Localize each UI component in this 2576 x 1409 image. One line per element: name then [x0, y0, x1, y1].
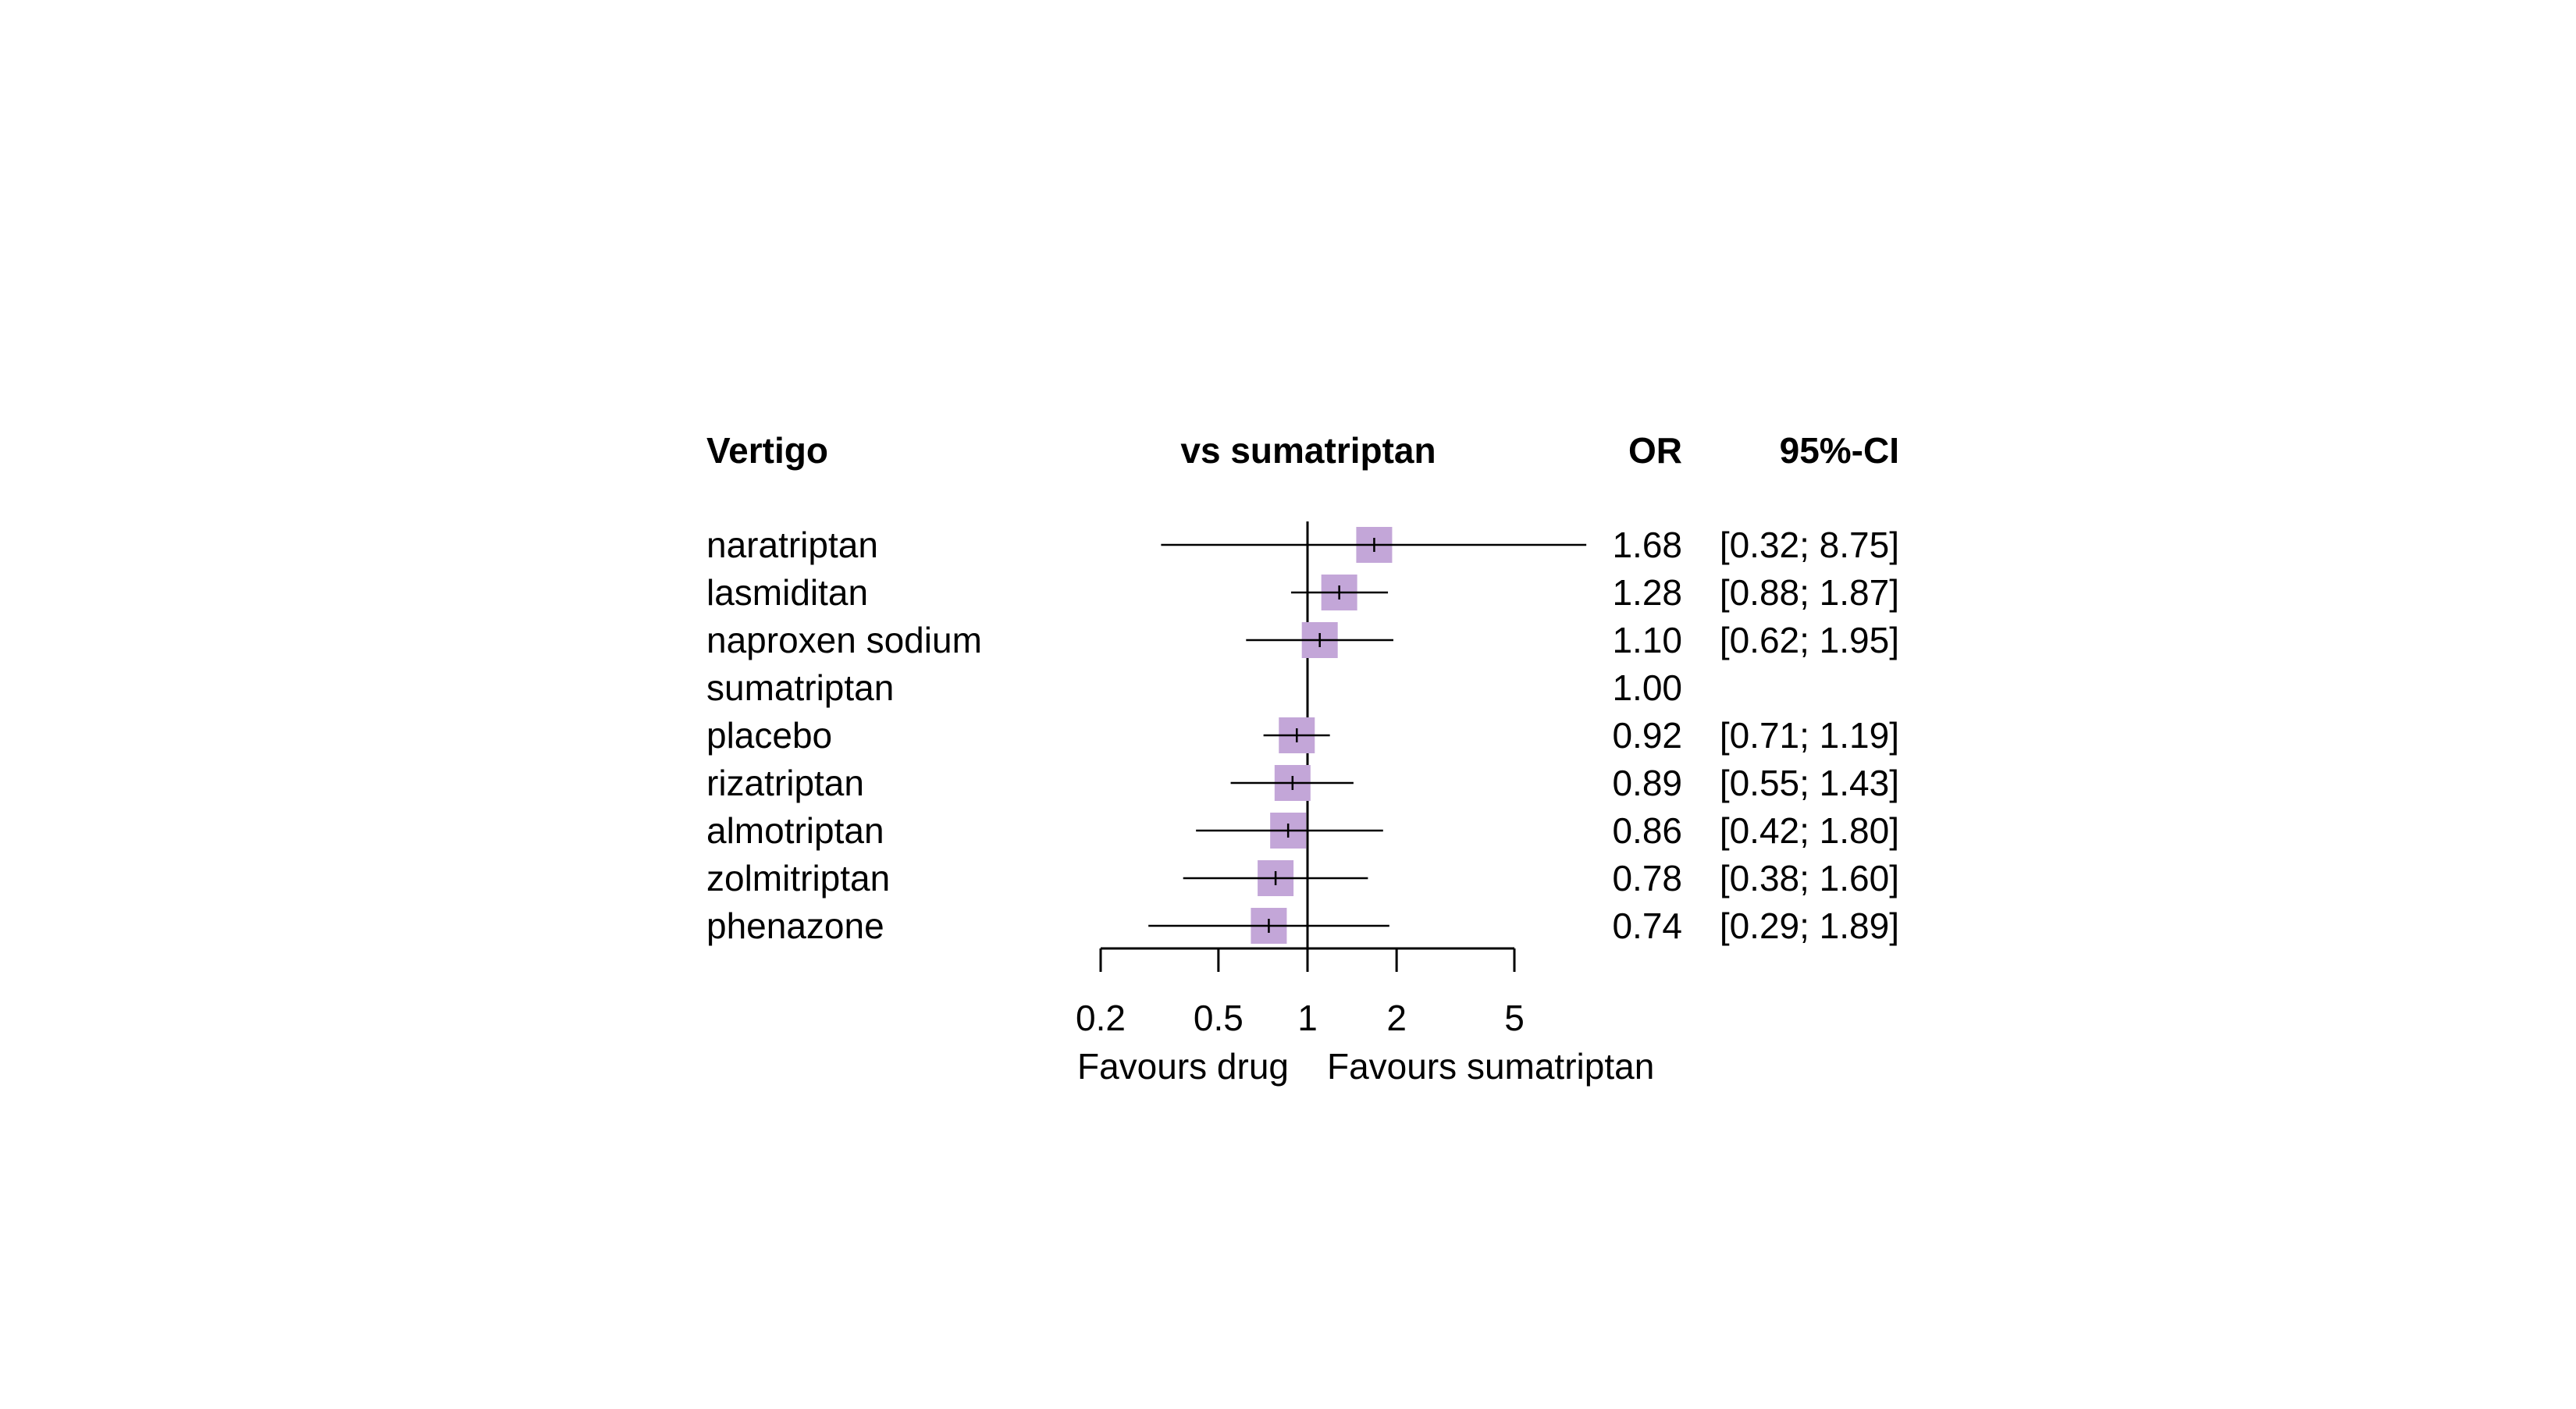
- favours-sumatriptan-label: Favours sumatriptan: [1327, 1046, 1654, 1087]
- ci-value: [0.32; 8.75]: [1720, 525, 1899, 565]
- or-value: 1.00: [1612, 667, 1682, 708]
- or-column-header: OR: [1628, 430, 1682, 471]
- ci-value: [0.55; 1.43]: [1720, 763, 1899, 803]
- forest-row: phenazone 0.74 [0.29; 1.89]: [706, 906, 1899, 946]
- forest-row: naproxen sodium 1.10 [0.62; 1.95]: [706, 620, 1899, 660]
- x-tick-label: 0.2: [1076, 998, 1126, 1038]
- forest-row: sumatriptan 1.00: [706, 667, 1682, 708]
- row-label: phenazone: [706, 906, 884, 946]
- or-value: 1.28: [1612, 572, 1682, 613]
- ci-column-header: 95%-CI: [1780, 430, 1899, 471]
- forest-row: placebo 0.92 [0.71; 1.19]: [706, 715, 1899, 756]
- row-label: rizatriptan: [706, 763, 864, 803]
- forest-rows: naratriptan 1.68 [0.32; 8.75] lasmiditan 1.2…: [706, 521, 1899, 949]
- favours-drug-label: Favours drug: [1077, 1046, 1289, 1087]
- or-value: 1.68: [1612, 525, 1682, 565]
- or-value: 0.74: [1612, 906, 1682, 946]
- row-label: sumatriptan: [706, 667, 894, 708]
- or-value: 0.92: [1612, 715, 1682, 756]
- row-label: zolmitriptan: [706, 858, 890, 898]
- or-value: 0.89: [1612, 763, 1682, 803]
- x-tick-label: 1: [1297, 998, 1318, 1038]
- ci-value: [0.62; 1.95]: [1720, 620, 1899, 660]
- ci-value: [0.88; 1.87]: [1720, 572, 1899, 613]
- forest-row: rizatriptan 0.89 [0.55; 1.43]: [706, 763, 1899, 803]
- forest-row: naratriptan 1.68 [0.32; 8.75]: [706, 525, 1899, 565]
- row-label: lasmiditan: [706, 572, 868, 613]
- row-label: naratriptan: [706, 525, 878, 565]
- x-tick-label: 2: [1386, 998, 1407, 1038]
- x-tick-label: 5: [1504, 998, 1525, 1038]
- forest-row: zolmitriptan 0.78 [0.38; 1.60]: [706, 858, 1899, 898]
- comparison-header: vs sumatriptan: [1180, 430, 1436, 471]
- chart-title: Vertigo: [706, 430, 828, 471]
- row-label: placebo: [706, 715, 832, 756]
- x-tick-label: 0.5: [1194, 998, 1244, 1038]
- or-value: 0.78: [1612, 858, 1682, 898]
- x-axis: 0.2 0.5 1 2 5: [1076, 947, 1525, 1038]
- forest-row: almotriptan 0.86 [0.42; 1.80]: [706, 810, 1899, 851]
- or-value: 1.10: [1612, 620, 1682, 660]
- or-value: 0.86: [1612, 810, 1682, 851]
- ci-value: [0.29; 1.89]: [1720, 906, 1899, 946]
- forest-row: lasmiditan 1.28 [0.88; 1.87]: [706, 572, 1899, 613]
- row-label: naproxen sodium: [706, 620, 982, 660]
- ci-value: [0.71; 1.19]: [1720, 715, 1899, 756]
- ci-value: [0.38; 1.60]: [1720, 858, 1899, 898]
- row-label: almotriptan: [706, 810, 884, 851]
- ci-value: [0.42; 1.80]: [1720, 810, 1899, 851]
